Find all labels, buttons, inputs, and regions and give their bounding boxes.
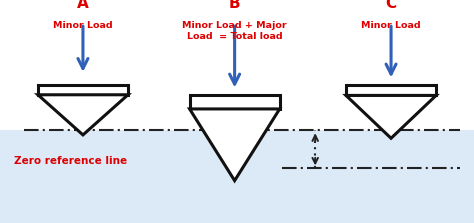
- Bar: [346, 85, 436, 95]
- Polygon shape: [38, 95, 128, 135]
- Text: Minor Load: Minor Load: [53, 21, 113, 30]
- Polygon shape: [346, 95, 436, 138]
- Bar: [190, 95, 280, 109]
- Text: Minor Load: Minor Load: [361, 21, 421, 30]
- Text: Zero reference line: Zero reference line: [14, 156, 128, 165]
- Text: C: C: [385, 0, 397, 11]
- Bar: [38, 85, 128, 95]
- Text: A: A: [77, 0, 89, 11]
- Polygon shape: [190, 109, 280, 181]
- Bar: [0, 130, 474, 223]
- Text: B: B: [229, 0, 240, 11]
- Text: Minor Load + Major
Load  = Total load: Minor Load + Major Load = Total load: [182, 21, 287, 41]
